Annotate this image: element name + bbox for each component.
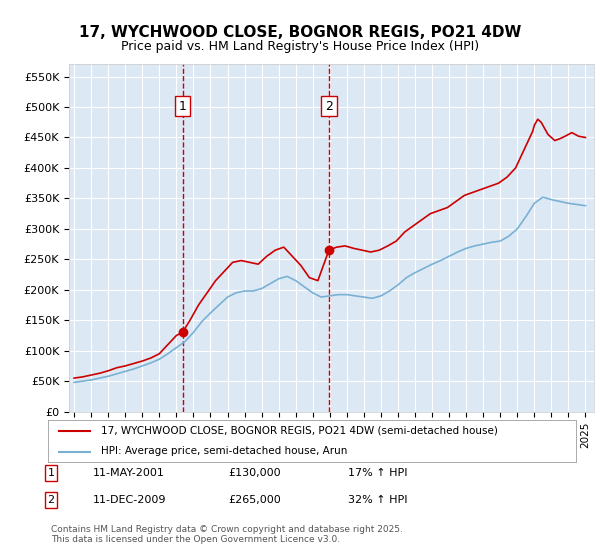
Text: 11-MAY-2001: 11-MAY-2001 xyxy=(93,468,165,478)
Text: 1: 1 xyxy=(179,100,187,113)
Text: 1: 1 xyxy=(47,468,55,478)
Text: 2: 2 xyxy=(325,100,333,113)
Text: £130,000: £130,000 xyxy=(228,468,281,478)
Text: 17% ↑ HPI: 17% ↑ HPI xyxy=(348,468,407,478)
Text: 11-DEC-2009: 11-DEC-2009 xyxy=(93,495,167,505)
Text: 17, WYCHWOOD CLOSE, BOGNOR REGIS, PO21 4DW: 17, WYCHWOOD CLOSE, BOGNOR REGIS, PO21 4… xyxy=(79,25,521,40)
Text: Contains HM Land Registry data © Crown copyright and database right 2025.
This d: Contains HM Land Registry data © Crown c… xyxy=(51,525,403,544)
Text: Price paid vs. HM Land Registry's House Price Index (HPI): Price paid vs. HM Land Registry's House … xyxy=(121,40,479,53)
Text: 2: 2 xyxy=(47,495,55,505)
Text: £265,000: £265,000 xyxy=(228,495,281,505)
Text: 17, WYCHWOOD CLOSE, BOGNOR REGIS, PO21 4DW (semi-detached house): 17, WYCHWOOD CLOSE, BOGNOR REGIS, PO21 4… xyxy=(101,426,497,436)
Text: HPI: Average price, semi-detached house, Arun: HPI: Average price, semi-detached house,… xyxy=(101,446,347,456)
Text: 32% ↑ HPI: 32% ↑ HPI xyxy=(348,495,407,505)
